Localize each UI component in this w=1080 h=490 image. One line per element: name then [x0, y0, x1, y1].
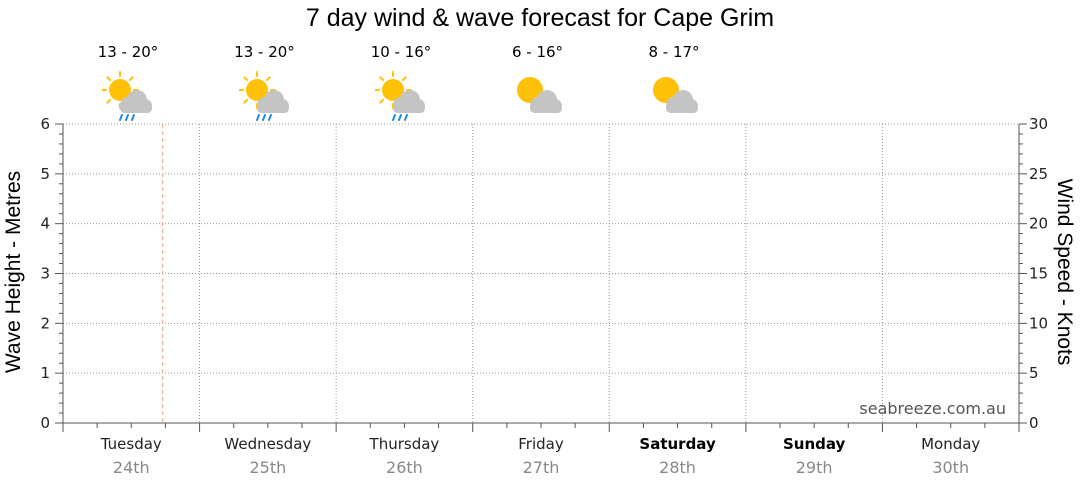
day-temperature-range: 13 - 20°	[97, 43, 159, 61]
y-right-tick-label: 25	[1029, 165, 1048, 183]
day-name-label: Saturday	[639, 435, 716, 453]
day-date-label: 26th	[386, 458, 423, 477]
sun-cloud-rain-icon	[237, 70, 291, 124]
day-name-label: Thursday	[369, 435, 440, 453]
day-date-label: 28th	[659, 458, 696, 477]
y-right-tick-label: 10	[1029, 314, 1048, 332]
day-name-label: Friday	[518, 435, 564, 453]
y-left-tick-label: 2	[40, 314, 50, 332]
y-left-tick-label: 1	[40, 364, 50, 382]
sun-cloud-rain-icon	[374, 70, 427, 124]
day-date-label: 24th	[113, 458, 150, 477]
watermark-text: seabreeze.com.au	[859, 399, 1006, 418]
day-name-label: Wednesday	[224, 435, 311, 453]
y-left-tick-label: 5	[40, 165, 50, 183]
y-right-tick-label: 0	[1029, 414, 1039, 432]
y-axis-left-label: Wave Height - Metres	[2, 170, 25, 374]
y-left-tick-label: 4	[40, 215, 50, 233]
y-right-tick-label: 15	[1029, 265, 1048, 283]
day-temperature-range: 6 - 16°	[511, 43, 564, 61]
y-right-tick-label: 5	[1029, 364, 1039, 382]
sun-cloud-icon	[648, 70, 700, 124]
day-temperature-range: 8 - 17°	[648, 43, 700, 61]
day-name-label: Tuesday	[100, 435, 162, 453]
day-name-label: Sunday	[783, 435, 846, 453]
y-right-tick-label: 20	[1029, 215, 1048, 233]
sun-cloud-rain-icon	[101, 70, 154, 124]
y-left-tick-label: 3	[40, 265, 50, 283]
day-name-label: Monday	[921, 435, 980, 453]
sun-cloud-icon	[512, 70, 564, 124]
day-date-label: 29th	[796, 458, 833, 477]
day-date-label: 25th	[249, 458, 286, 477]
y-left-tick-label: 0	[40, 414, 50, 432]
y-right-tick-label: 30	[1029, 115, 1048, 133]
chart-title: 7 day wind & wave forecast for Cape Grim	[305, 4, 775, 32]
day-date-label: 27th	[523, 458, 560, 477]
y-axis-right-label: Wind Speed - Knots	[1053, 178, 1076, 366]
day-temperature-range: 13 - 20°	[234, 43, 295, 61]
y-left-tick-label: 6	[40, 115, 50, 133]
day-temperature-range: 10 - 16°	[370, 43, 432, 61]
day-date-label: 30th	[932, 458, 969, 477]
